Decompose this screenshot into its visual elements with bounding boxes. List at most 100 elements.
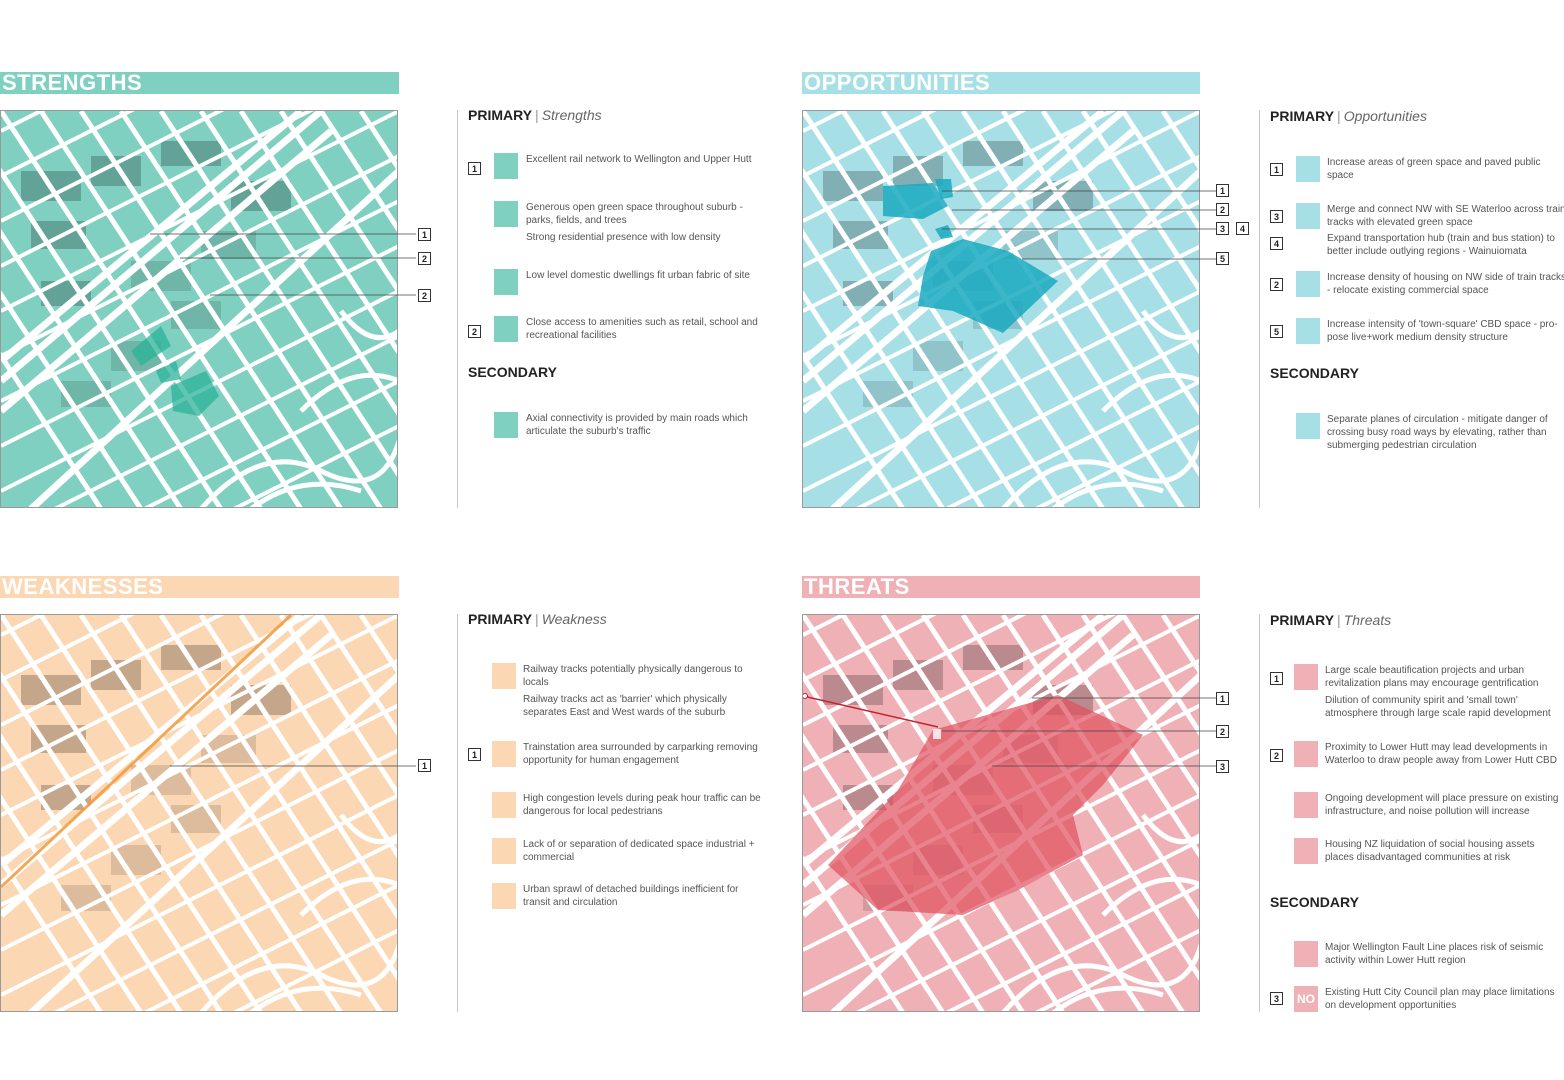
sprawl-icon — [492, 883, 516, 909]
street — [803, 615, 1027, 727]
street — [1141, 309, 1199, 341]
street — [945, 883, 1199, 1011]
street — [199, 944, 397, 1011]
item-number: 2 — [468, 325, 481, 338]
street — [198, 111, 397, 416]
street — [803, 111, 1065, 507]
speaker-icon — [1294, 792, 1318, 818]
item-text: Expand transportation hub (train and bus… — [1327, 233, 1555, 257]
street — [1051, 481, 1164, 507]
street — [249, 481, 362, 507]
item-text: Axial connectivity is provided by main r… — [526, 413, 748, 437]
street — [278, 111, 397, 294]
street — [803, 111, 1027, 223]
dollar-icon — [492, 838, 516, 864]
weaknesses-banner: WEAKNESSES — [0, 574, 399, 599]
item-text: Strong residential presence with low den… — [526, 232, 721, 243]
street — [199, 440, 397, 507]
threats-arrow-origin — [803, 693, 808, 699]
street — [945, 379, 1199, 507]
house-icon — [1296, 271, 1320, 297]
street — [1, 154, 397, 358]
item-number: 3 — [1270, 992, 1283, 1005]
weaknesses-railway-highlight — [1, 615, 293, 889]
street — [1051, 985, 1164, 1011]
street — [1, 732, 183, 1011]
building-icon — [1296, 318, 1320, 344]
building-icon — [494, 316, 518, 342]
street — [1080, 615, 1199, 798]
threats-primary-heading: PRIMARY | Threats — [1270, 612, 1392, 628]
street — [118, 111, 383, 507]
opportunities-leader-lines — [942, 190, 1216, 260]
street — [803, 289, 1199, 493]
street — [1, 615, 263, 1011]
item-text: High congestion levels during peak hour … — [523, 793, 761, 817]
weaknesses-map-svg — [1, 615, 397, 1011]
train-icon — [492, 663, 516, 689]
item-number: 5 — [1270, 325, 1283, 338]
street — [1, 351, 103, 507]
parking-icon — [492, 741, 516, 767]
strengths-map-label-2: 2 — [418, 252, 431, 265]
threats-station-marker — [933, 729, 941, 739]
street — [118, 615, 383, 1011]
opportunities-title: OPPORTUNITIES — [804, 70, 991, 95]
tree-icon — [494, 201, 518, 227]
strengths-map-label-1: 1 — [418, 228, 431, 241]
threats-title: THREATS — [804, 574, 910, 599]
opportunities-highlight-5 — [918, 239, 1058, 333]
street — [803, 244, 1199, 448]
weaknesses-primary-heading: PRIMARY | Weakness — [468, 611, 607, 627]
opportunities-map-label-4: 4 — [1236, 222, 1249, 235]
threats-secondary-heading: SECONDARY — [1270, 894, 1359, 910]
opportunities-divider — [1259, 110, 1260, 508]
item-text: Large scale beautification projects and … — [1325, 665, 1539, 689]
item-text: Proximity to Lower Hutt may lead develop… — [1325, 742, 1557, 766]
street — [1, 615, 314, 772]
street — [318, 615, 397, 736]
threats-map — [802, 614, 1200, 1012]
weaknesses-section: WEAKNESSES 1 PRIMARY | Weakness Railway tr… — [0, 540, 782, 1080]
item-number: 2 — [1270, 749, 1283, 762]
item-text: Merge and connect NW with SE Waterloo ac… — [1327, 204, 1564, 228]
street — [198, 615, 397, 920]
strengths-highlight-2b — [171, 371, 219, 416]
strengths-leader-lines — [150, 233, 416, 296]
item-text: Separate planes of circulation - mitigat… — [1327, 414, 1548, 451]
street — [1, 111, 397, 313]
street — [803, 855, 905, 1011]
street — [803, 111, 1199, 313]
opportunities-highlight-3 — [935, 225, 953, 239]
weaknesses-divider — [457, 614, 458, 1012]
item-number: 1 — [1270, 163, 1283, 176]
congestion-icon — [492, 792, 516, 818]
opportunities-section: OPPORTUNITIES 1 2 3 4 5 PRIMARY | Opportun… — [782, 0, 1564, 540]
street — [1101, 372, 1199, 413]
item-text: Dilution of community spirit and 'small … — [1325, 695, 1551, 719]
street — [339, 309, 397, 341]
street — [856, 838, 1199, 1011]
street-network — [1, 111, 397, 507]
opportunities-banner: OPPORTUNITIES — [802, 70, 1200, 95]
street — [803, 111, 937, 178]
street — [803, 351, 905, 507]
street — [158, 111, 397, 477]
street — [920, 111, 1185, 507]
strengths-map-svg — [1, 111, 397, 507]
street — [78, 615, 343, 1011]
street — [54, 838, 397, 1011]
street — [1120, 615, 1199, 736]
street — [1035, 928, 1199, 1011]
item-number: 2 — [1270, 278, 1283, 291]
street — [1040, 111, 1199, 355]
dollar-icon — [1294, 838, 1318, 864]
street — [1, 615, 135, 682]
street — [158, 615, 397, 981]
strengths-map-label-3: 2 — [418, 289, 431, 302]
street — [1120, 111, 1199, 232]
street — [1001, 440, 1199, 507]
street — [1, 111, 314, 268]
street — [1000, 615, 1199, 920]
arrows-icon — [1294, 741, 1318, 767]
